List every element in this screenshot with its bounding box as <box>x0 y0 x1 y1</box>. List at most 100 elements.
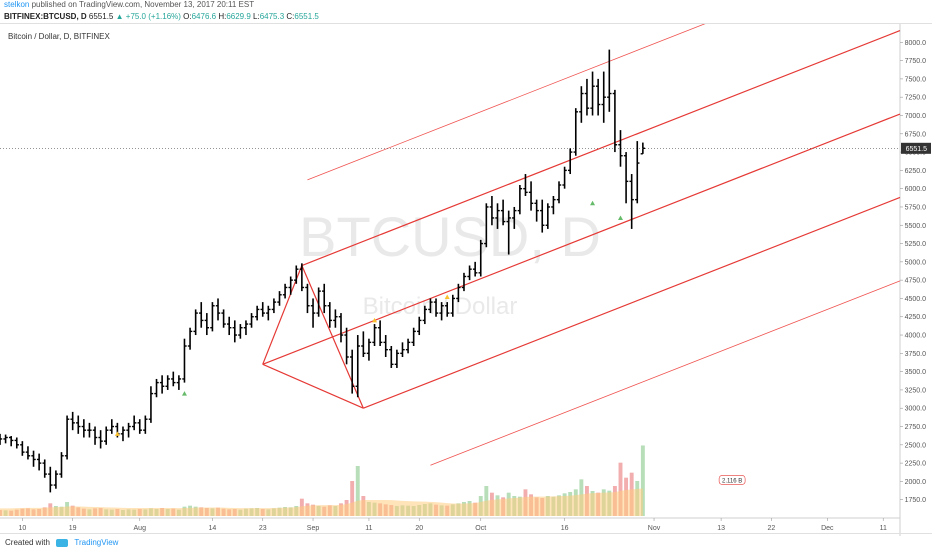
ohlc-bar <box>131 415 137 431</box>
chart-area[interactable]: BTCUSD, D Bitcoin / Dollar 8000.0 7750.0 7… <box>0 0 932 536</box>
footer-bar: Created with TradingView <box>0 533 932 551</box>
ohlc-bar <box>14 437 19 449</box>
time-axis-label: 19 <box>69 525 77 532</box>
ohlc-bar <box>428 298 433 314</box>
ohlc-bar <box>271 298 277 314</box>
pitchfork-outer-upper[interactable] <box>307 0 900 181</box>
signal-marker-icon <box>372 317 378 323</box>
ohlc-bar <box>612 89 618 153</box>
pitchfork-handle-lower[interactable] <box>262 363 364 409</box>
ohlc-bar <box>450 294 455 317</box>
volume-bar <box>355 466 360 516</box>
ohlc-bar <box>92 426 98 445</box>
price-axis-label: 3000.0 <box>905 406 927 413</box>
ohlc-bar <box>31 450 36 467</box>
author-link[interactable]: stelkon <box>4 0 30 9</box>
pitchfork-median-line[interactable] <box>262 113 901 365</box>
price-axis[interactable]: 8000.07750.07500.07250.07000.06750.06500… <box>718 40 931 504</box>
price-axis-label: 8000.0 <box>905 40 927 47</box>
ohlc-bar <box>143 415 148 434</box>
ohlc-bar <box>165 375 170 390</box>
ohlc-bar <box>579 86 584 123</box>
ohlc-bar <box>64 415 70 460</box>
ohlc-bar <box>36 453 42 471</box>
ohlc-bar <box>433 298 439 317</box>
ohlc-bar <box>199 302 204 328</box>
ohlc-bar <box>294 265 299 284</box>
ohlc-bar <box>254 305 260 321</box>
ohlc-bar <box>467 265 472 281</box>
time-axis-label: 14 <box>209 525 217 532</box>
price-axis-label: 6000.0 <box>905 186 927 193</box>
tradingview-link[interactable]: TradingView <box>74 538 119 547</box>
ohlc-bar <box>523 174 528 196</box>
ohlc-bar <box>98 430 103 449</box>
time-axis-label: 11 <box>365 525 372 532</box>
ohlc-bar <box>417 316 422 336</box>
ohlc-bar <box>618 130 623 167</box>
low-value: 6475.3 <box>259 12 285 21</box>
price-chart-svg[interactable]: BTCUSD, D Bitcoin / Dollar 8000.07750.07… <box>0 0 932 536</box>
ohlc-bar <box>629 174 634 229</box>
price-axis-label: 7750.0 <box>905 58 927 65</box>
ohlc-bar <box>59 452 64 478</box>
time-axis-label: 20 <box>415 525 423 532</box>
price-axis-label: 4500.0 <box>905 296 927 303</box>
last-price-tag-label: 6551.5 <box>906 146 928 153</box>
ohlc-bar <box>81 419 87 438</box>
ohlc-bar <box>182 338 187 383</box>
time-axis-label: 10 <box>18 525 26 532</box>
ohlc-bar <box>87 422 92 438</box>
ohlc-bar <box>210 302 215 332</box>
price-axis-label: 5000.0 <box>905 259 927 266</box>
published-text: published on TradingView.com, November 1… <box>31 0 255 9</box>
ohlc-bar <box>277 291 282 306</box>
time-axis-label: 11 <box>880 525 887 532</box>
symbol-name[interactable]: BITFINEX:BTCUSD, D <box>4 12 87 21</box>
ohlc-bar <box>221 309 226 328</box>
ohlc-bar <box>478 239 483 277</box>
ohlc-bar <box>623 152 629 204</box>
time-axis[interactable]: 10 19 Aug 14 23 Sep 11 20 Oct 16 Nov 13 22 Dec 11 <box>18 518 887 532</box>
ohlc-bar <box>411 327 416 347</box>
ohlc-bar <box>556 181 562 204</box>
price-axis-label: 2750.0 <box>905 424 927 431</box>
ohlc-bar <box>48 466 53 493</box>
ohlc-bar <box>3 434 8 444</box>
ohlc-bar <box>377 320 383 347</box>
price-axis-label: 7250.0 <box>905 95 927 102</box>
price-axis-label: 5250.0 <box>905 241 927 248</box>
ohlc-bar <box>506 210 511 255</box>
time-axis-label: 13 <box>717 525 725 532</box>
ohlc-bar <box>472 261 478 277</box>
ohlc-bar <box>187 327 193 350</box>
ohlc-bar <box>383 335 388 357</box>
signal-marker-icon <box>181 391 187 396</box>
ohlc-bar <box>344 327 349 365</box>
ohlc-bar <box>120 426 126 442</box>
pitchfork-outer-lower[interactable] <box>430 280 901 466</box>
ohlc-bar <box>562 166 567 189</box>
ohlc-bar <box>25 446 31 460</box>
signal-marker-icon <box>617 215 623 220</box>
ohlc-bar <box>545 203 551 229</box>
ohlc-bar <box>601 71 606 123</box>
ohlc-bar <box>154 378 159 398</box>
signal-markers-layer <box>114 200 623 436</box>
ohlc-bar <box>355 335 360 398</box>
ohlc-bar <box>305 283 310 314</box>
price-change: +75.0 (+1.16%) <box>125 12 181 21</box>
ohlc-bar <box>590 71 595 116</box>
ohlc-bar <box>249 313 254 328</box>
close-label: C: <box>286 12 295 21</box>
price-axis-label: 5500.0 <box>905 223 927 230</box>
ohlc-bar <box>551 195 556 215</box>
pitchfork-lower-tine[interactable] <box>363 196 901 409</box>
ohlc-bar <box>635 141 640 204</box>
last-price: 6551.5 <box>88 12 114 21</box>
plot-background <box>0 24 900 536</box>
pitchfork-handle-upper[interactable] <box>262 265 303 365</box>
time-axis-label: 16 <box>561 525 569 532</box>
created-with-text: Created with <box>5 538 50 547</box>
ohlc-bar <box>282 283 288 299</box>
